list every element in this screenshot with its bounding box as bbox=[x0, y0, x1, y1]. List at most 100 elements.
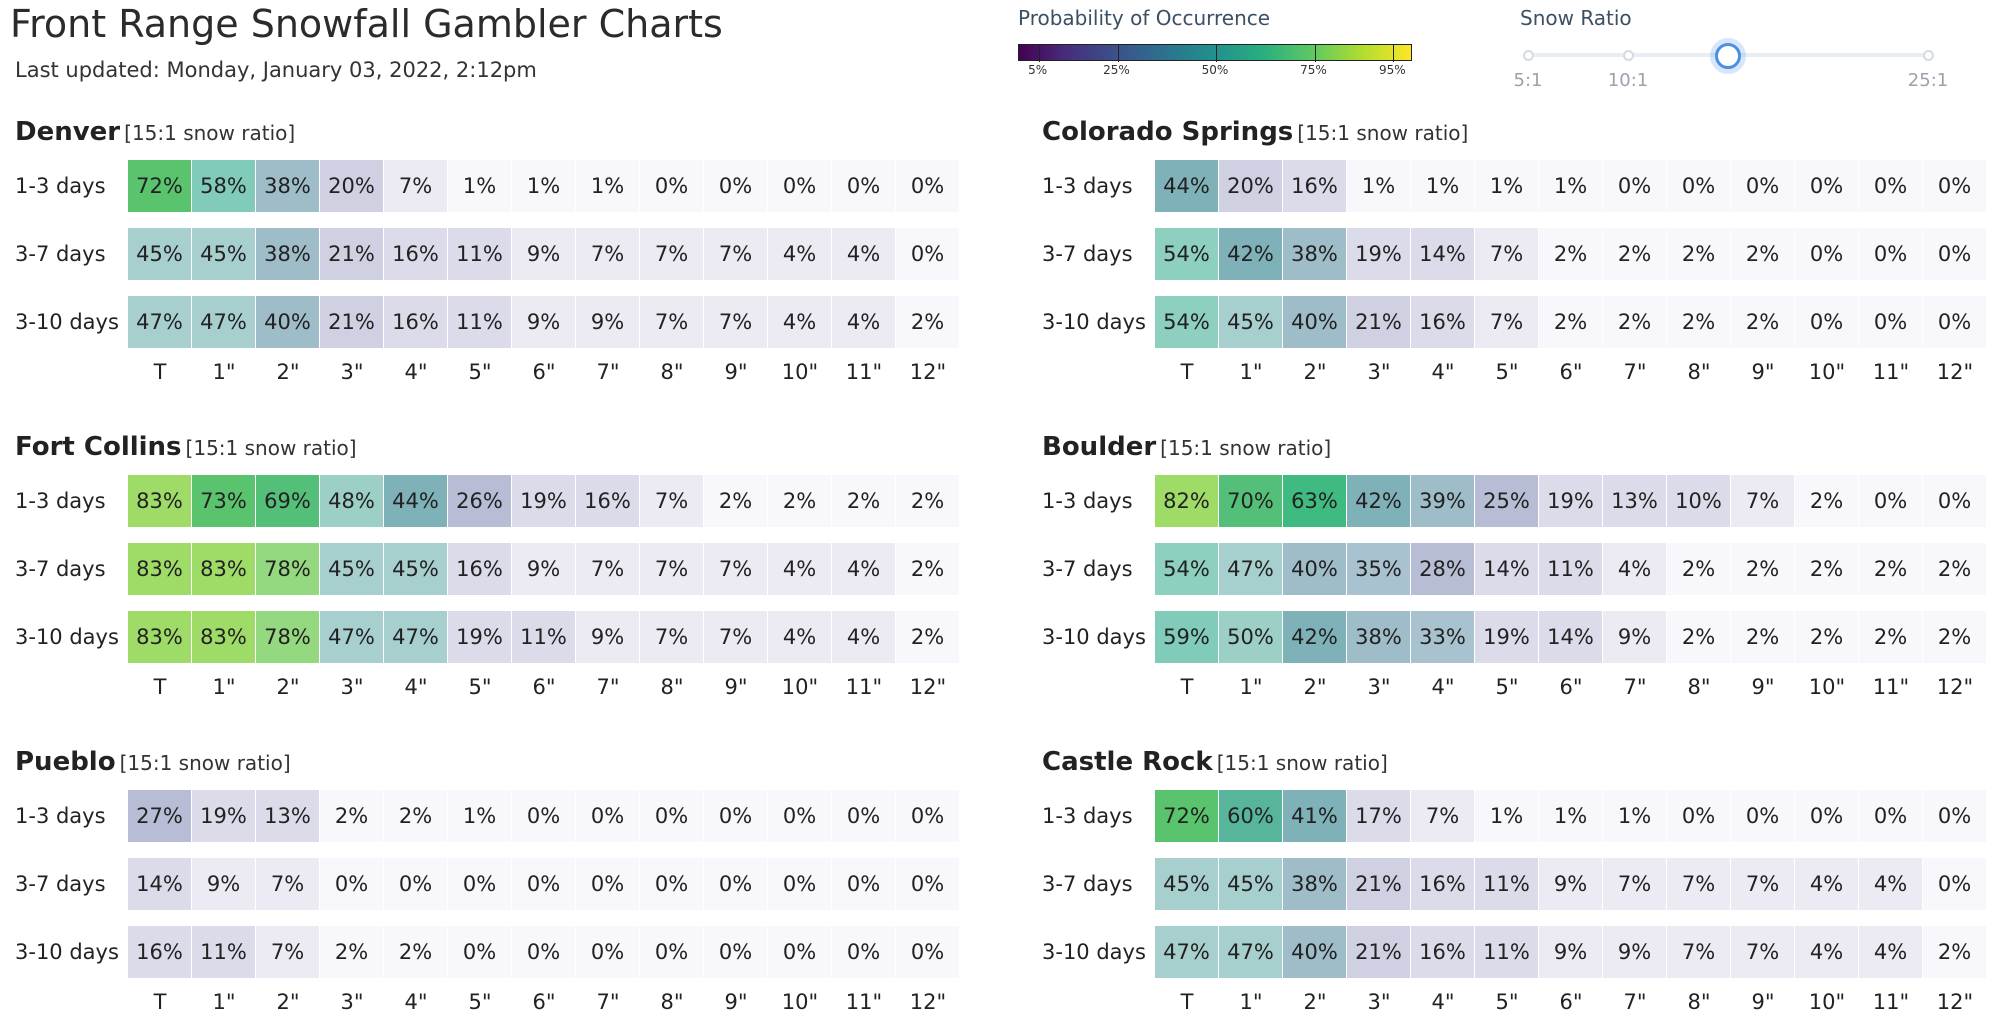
axis-label: 7" bbox=[1623, 360, 1647, 384]
axis-label: 7" bbox=[1623, 990, 1647, 1014]
probability-cell: 4% bbox=[1859, 858, 1922, 910]
legend-tick-label: 5% bbox=[1028, 63, 1048, 77]
axis-label: 5" bbox=[1495, 675, 1519, 699]
probability-cell: 47% bbox=[320, 611, 383, 663]
probability-cell: 28% bbox=[1411, 543, 1474, 595]
probability-cell: 47% bbox=[1219, 543, 1282, 595]
probability-cell: 2% bbox=[1731, 228, 1794, 280]
probability-cell: 7% bbox=[1667, 926, 1730, 978]
probability-cell: 44% bbox=[1155, 160, 1218, 212]
station-panel: Fort Collins [15:1 snow ratio] 1-3 days 83%… bbox=[0, 427, 1000, 703]
probability-cell: 83% bbox=[128, 543, 191, 595]
probability-cell: 7% bbox=[1475, 228, 1538, 280]
probability-cell: 2% bbox=[896, 296, 959, 348]
row-label: 1-3 days bbox=[15, 489, 106, 513]
slider-stop[interactable] bbox=[1623, 50, 1634, 61]
probability-cell: 2% bbox=[1539, 296, 1602, 348]
probability-cell: 73% bbox=[192, 475, 255, 527]
probability-cell: 2% bbox=[1731, 611, 1794, 663]
probability-cell: 45% bbox=[128, 228, 191, 280]
probability-cell: 2% bbox=[384, 790, 447, 842]
probability-cell: 7% bbox=[1667, 858, 1730, 910]
probability-row: 3-7 days 45% 45% 38% 21% 16% 11% 9% 7% 7% 7% 4% 4% 0% bbox=[0, 220, 1000, 288]
axis-label: 3" bbox=[340, 675, 364, 699]
probability-cell: 4% bbox=[832, 543, 895, 595]
station-ratio: [15:1 snow ratio] bbox=[1297, 121, 1469, 145]
axis-label: 12" bbox=[1936, 675, 1974, 699]
slider-stop[interactable] bbox=[1523, 50, 1534, 61]
row-label: 1-3 days bbox=[1042, 489, 1133, 513]
probability-cell: 9% bbox=[576, 296, 639, 348]
station-panel: Denver [15:1 snow ratio] 1-3 days 72% 58% 38%… bbox=[0, 112, 1000, 388]
probability-row: 3-10 days 16% 11% 7% 2% 2% 0% 0% 0% 0% 0% 0% 0% 0% bbox=[0, 918, 1000, 986]
probability-cell: 0% bbox=[1859, 160, 1922, 212]
probability-cell: 0% bbox=[576, 926, 639, 978]
axis-label: 10" bbox=[781, 360, 819, 384]
probability-cell: 0% bbox=[1731, 160, 1794, 212]
probability-row: 3-10 days 47% 47% 40% 21% 16% 11% 9% 9% 7% 7% 4% 4% 2… bbox=[1027, 918, 2000, 986]
probability-cell: 16% bbox=[576, 475, 639, 527]
probability-cell: 0% bbox=[832, 790, 895, 842]
probability-cell: 7% bbox=[1475, 296, 1538, 348]
legend-ticks: 5% 25% 50% 75% 95% bbox=[1018, 61, 1412, 81]
axis-label: 1" bbox=[1239, 990, 1263, 1014]
probability-cell: 19% bbox=[512, 475, 575, 527]
axis-label: 11" bbox=[1872, 990, 1910, 1014]
axis-label: 6" bbox=[1559, 990, 1583, 1014]
snow-ratio-slider[interactable]: Snow Ratio 5:1 10:1 25:1 bbox=[1514, 6, 1949, 96]
slider-handle[interactable] bbox=[1715, 43, 1741, 69]
probability-cell: 16% bbox=[384, 228, 447, 280]
axis-label: 5" bbox=[1495, 990, 1519, 1014]
probability-cell: 83% bbox=[128, 475, 191, 527]
probability-cell: 13% bbox=[256, 790, 319, 842]
probability-cell: 4% bbox=[1603, 543, 1666, 595]
probability-cell: 16% bbox=[448, 543, 511, 595]
probability-cell: 0% bbox=[1795, 790, 1858, 842]
probability-cell: 39% bbox=[1411, 475, 1474, 527]
slider-stop[interactable] bbox=[1923, 50, 1934, 61]
probability-cell: 0% bbox=[1667, 790, 1730, 842]
probability-cell: 2% bbox=[1795, 543, 1858, 595]
probability-cell: 0% bbox=[1859, 296, 1922, 348]
axis-label: 9" bbox=[1751, 360, 1775, 384]
probability-row: 1-3 days 44% 20% 16% 1% 1% 1% 1% 0% 0% 0% 0% 0% 0% bbox=[1027, 152, 2000, 220]
probability-cell: 16% bbox=[1411, 858, 1474, 910]
probability-cell: 0% bbox=[768, 858, 831, 910]
probability-row: 3-7 days 14% 9% 7% 0% 0% 0% 0% 0% 0% 0% 0% 0% 0% bbox=[0, 850, 1000, 918]
station-name: Denver bbox=[15, 117, 121, 147]
probability-cell: 2% bbox=[320, 926, 383, 978]
legend-tick-mark bbox=[1314, 45, 1316, 62]
axis-label: 12" bbox=[1936, 360, 1974, 384]
probability-cell: 0% bbox=[1795, 296, 1858, 348]
legend-tick-label: 50% bbox=[1201, 63, 1229, 77]
probability-cell: 11% bbox=[448, 228, 511, 280]
probability-cell: 0% bbox=[320, 858, 383, 910]
axis-label: 7" bbox=[596, 990, 620, 1014]
probability-cell: 19% bbox=[1539, 475, 1602, 527]
probability-cell: 26% bbox=[448, 475, 511, 527]
probability-cell: 14% bbox=[1411, 228, 1474, 280]
row-label: 1-3 days bbox=[15, 174, 106, 198]
probability-cell: 45% bbox=[1219, 858, 1282, 910]
probability-cell: 7% bbox=[576, 543, 639, 595]
axis-label: 3" bbox=[340, 360, 364, 384]
probability-cell: 7% bbox=[704, 611, 767, 663]
probability-cell: 48% bbox=[320, 475, 383, 527]
probability-cell: 19% bbox=[1475, 611, 1538, 663]
probability-legend: Probability of Occurrence 5% 25% 50% 75% 95% bbox=[1018, 6, 1412, 81]
probability-cell: 2% bbox=[1603, 296, 1666, 348]
probability-cell: 21% bbox=[1347, 296, 1410, 348]
station-ratio: [15:1 snow ratio] bbox=[185, 436, 357, 460]
probability-cell: 20% bbox=[320, 160, 383, 212]
axis-label: 12" bbox=[909, 990, 947, 1014]
probability-cell: 4% bbox=[768, 611, 831, 663]
probability-cell: 0% bbox=[576, 790, 639, 842]
probability-cell: 7% bbox=[256, 926, 319, 978]
last-updated: Last updated: Monday, January 03, 2022, … bbox=[15, 58, 537, 82]
probability-cell: 11% bbox=[512, 611, 575, 663]
axis-label: 8" bbox=[1687, 675, 1711, 699]
station-name: Fort Collins bbox=[15, 432, 182, 462]
axis-label: 8" bbox=[1687, 360, 1711, 384]
probability-row: 3-7 days 83% 83% 78% 45% 45% 16% 9% 7% 7% 7% 4% 4% 2% bbox=[0, 535, 1000, 603]
probability-cell: 0% bbox=[512, 926, 575, 978]
